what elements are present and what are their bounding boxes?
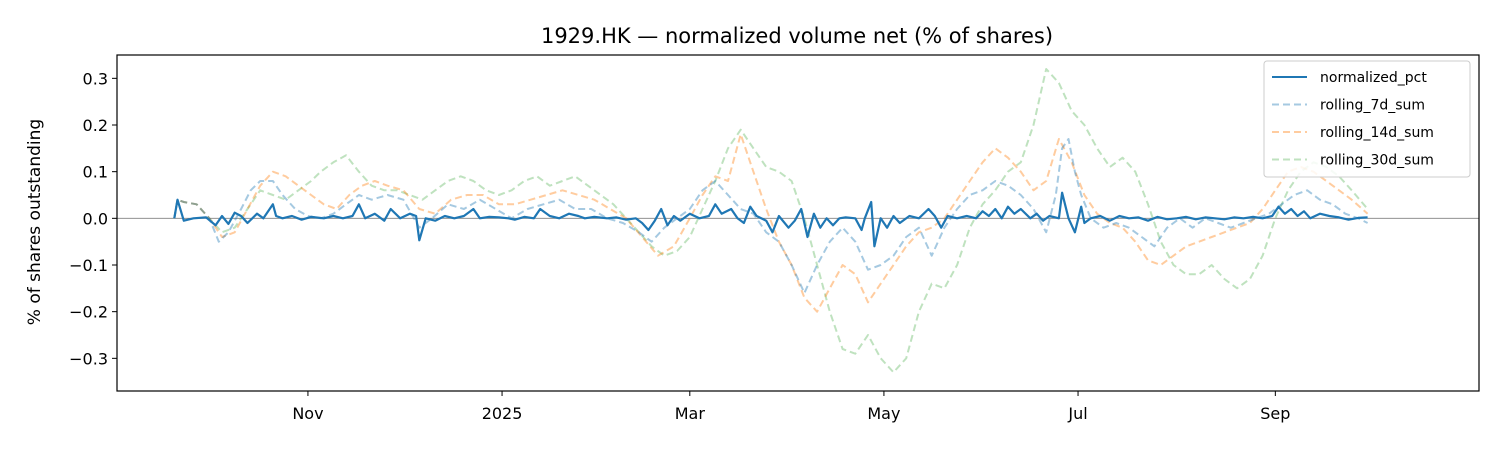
y-tick-label: −0.3 — [69, 349, 108, 368]
legend: normalized_pct rolling_7d_sum rolling_14d_… — [1263, 60, 1471, 178]
y-axis-ticks: 0.3 0.2 0.1 0.0 −0.1 −0.2 −0.3 — [69, 69, 117, 368]
x-tick-label: 2025 — [482, 404, 523, 423]
x-tick-label: May — [867, 404, 900, 423]
y-tick-label: 0.1 — [83, 163, 108, 182]
plot-frame — [116, 54, 1480, 392]
x-tick-label: Nov — [292, 404, 323, 423]
chart-title: 1929.HK — normalized volume net (% of sh… — [541, 24, 1053, 48]
y-tick-label: 0.0 — [83, 209, 108, 228]
legend-label: rolling_30d_sum — [1320, 153, 1434, 169]
series-line-rolling-7d-sum — [173, 138, 1369, 294]
legend-label: normalized_pct — [1320, 70, 1427, 86]
y-axis-label: % of shares outstanding — [25, 119, 45, 325]
y-tick-label: −0.1 — [69, 256, 108, 275]
legend-items: normalized_pct rolling_7d_sum rolling_14d_… — [1272, 70, 1434, 169]
x-tick-label: Sep — [1260, 404, 1290, 423]
x-tick-label: Jul — [1067, 404, 1087, 423]
series-layer — [173, 68, 1369, 374]
series-line-rolling-14d-sum — [173, 133, 1369, 313]
series-line-normalized-pct — [173, 191, 1368, 248]
y-tick-label: 0.2 — [83, 116, 108, 135]
x-axis-ticks: Nov 2025 Mar May Jul Sep — [292, 391, 1290, 423]
x-tick-label: Mar — [675, 404, 706, 423]
legend-label: rolling_14d_sum — [1320, 125, 1434, 141]
y-tick-label: 0.3 — [83, 69, 108, 88]
y-tick-label: −0.2 — [69, 303, 108, 322]
series-line-rolling-30d-sum — [173, 68, 1369, 374]
legend-box — [1263, 60, 1471, 178]
legend-label: rolling_7d_sum — [1320, 98, 1425, 114]
